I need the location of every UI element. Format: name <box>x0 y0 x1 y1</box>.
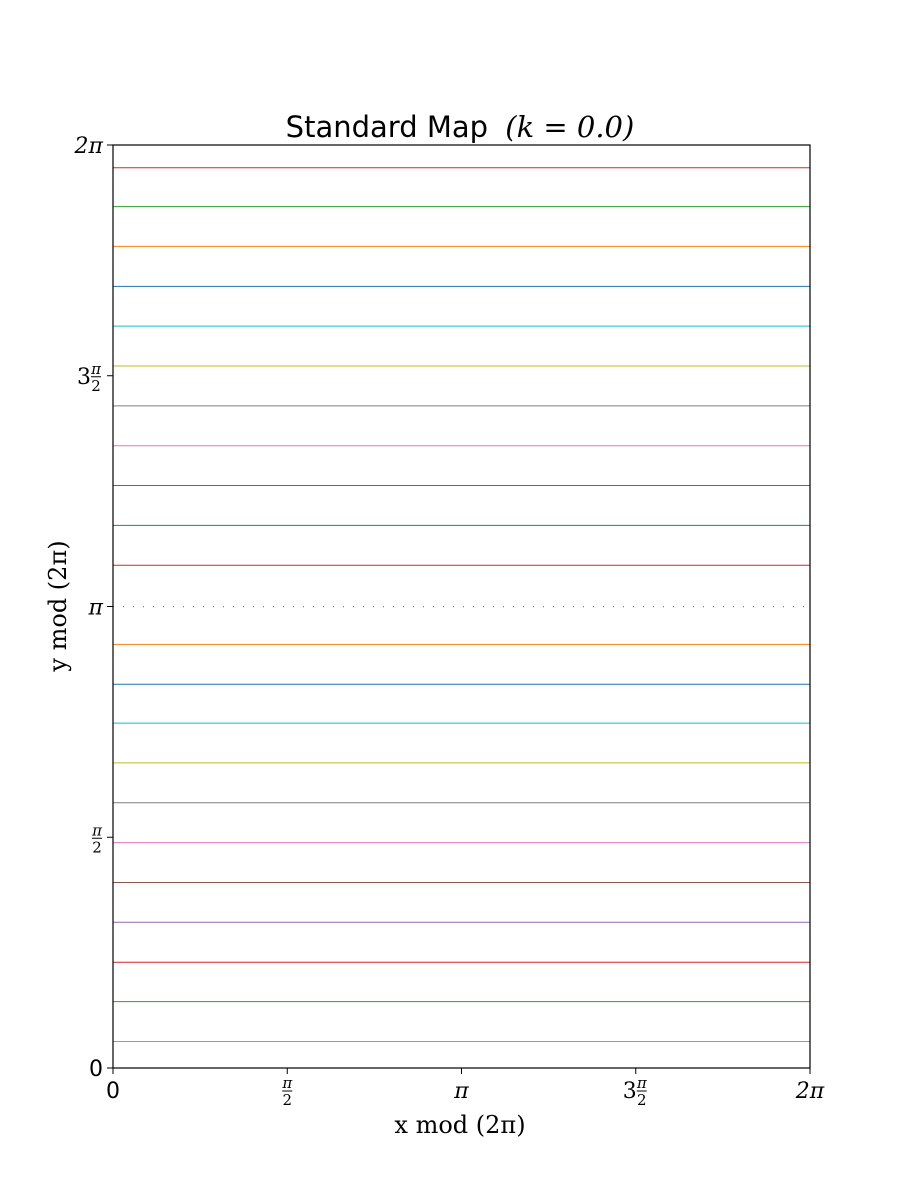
svg-text:π: π <box>91 821 103 839</box>
y-tick-label-0: 0 <box>89 1057 103 1082</box>
plot-frame <box>112 144 811 1069</box>
svg-text:3: 3 <box>623 1079 637 1104</box>
svg-text:π: π <box>281 1074 293 1092</box>
x-axis-label: x mod (2π) <box>394 1111 525 1139</box>
svg-text:π: π <box>90 360 102 378</box>
y-axis-label: y mod (2π) <box>44 540 72 672</box>
chart-title: Standard Map (k = 0.0) <box>286 110 635 144</box>
svg-text:2: 2 <box>91 377 101 395</box>
svg-text:π: π <box>453 1079 469 1104</box>
svg-text:π: π <box>636 1074 648 1092</box>
y-tick-label-2: π <box>88 596 104 621</box>
y-tick-label-3: 3 π2 <box>77 360 102 395</box>
x-tick-label-4: 2π <box>795 1079 825 1104</box>
x-tick-label-2: π <box>453 1079 469 1104</box>
plot-lines <box>113 167 810 1043</box>
svg-text:0: 0 <box>89 1057 103 1082</box>
svg-text:π: π <box>88 596 104 621</box>
x-tick-label-3: 3 π2 <box>623 1074 648 1109</box>
svg-text:2: 2 <box>92 838 102 856</box>
svg-text:2: 2 <box>282 1091 292 1109</box>
x-tick-label-0: 0 <box>106 1079 120 1104</box>
svg-text:0: 0 <box>106 1079 120 1104</box>
y-tick-label-4: 2π <box>74 134 104 159</box>
x-tick-label-1: π2 <box>281 1074 293 1109</box>
svg-text:3: 3 <box>77 365 91 390</box>
svg-text:2: 2 <box>637 1091 647 1109</box>
y-tick-label-1: π2 <box>91 821 103 856</box>
title-text: Standard Map <box>286 110 488 144</box>
title-param: (k = 0.0) <box>505 110 634 144</box>
svg-text:2π: 2π <box>74 134 104 159</box>
svg-text:2π: 2π <box>795 1079 825 1104</box>
